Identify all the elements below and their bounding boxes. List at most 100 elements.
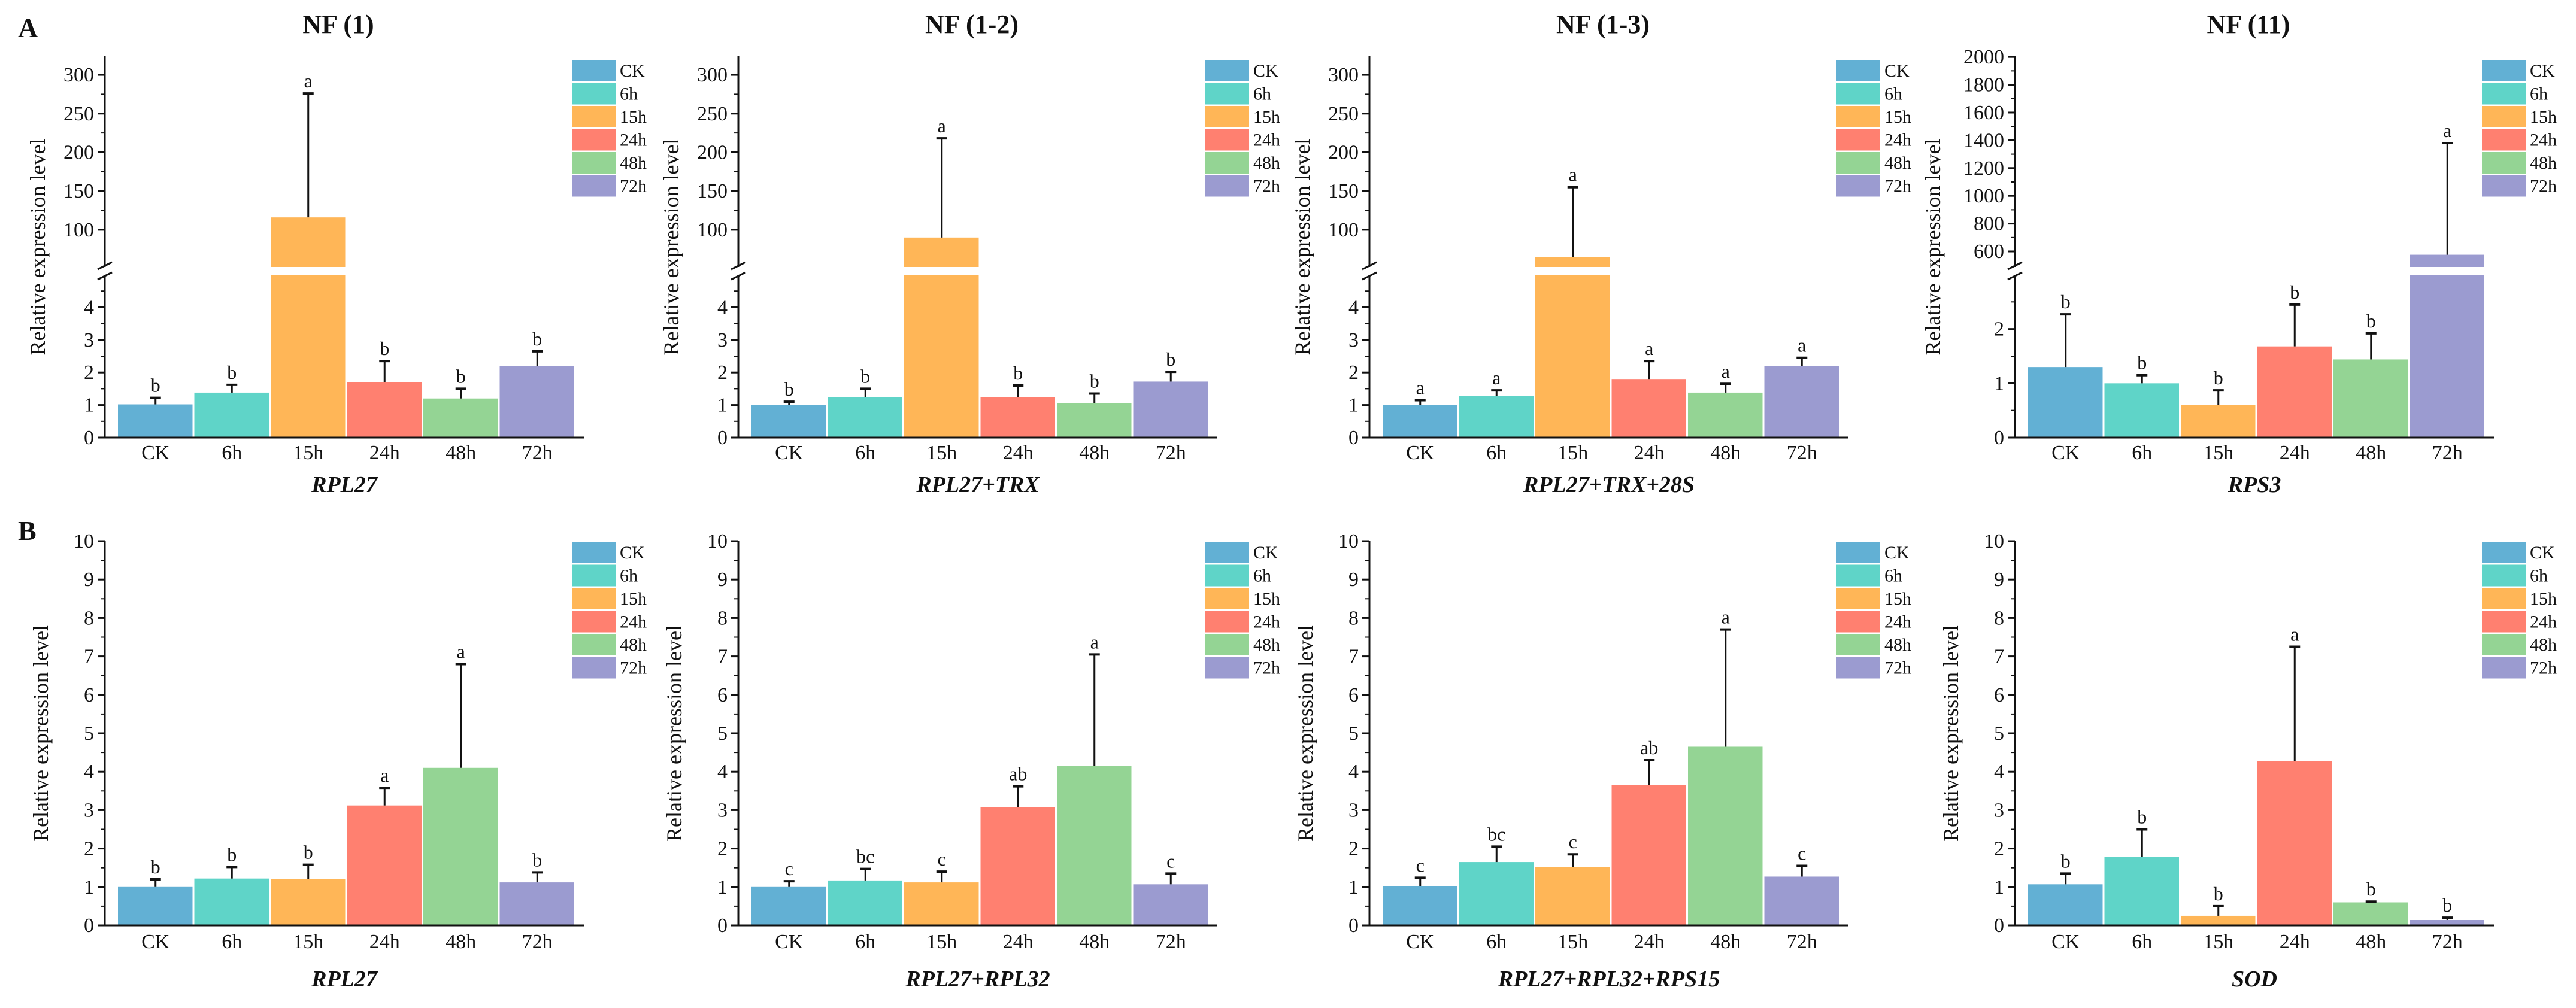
legend-swatch-15h	[572, 588, 616, 609]
legend-swatch-6h	[572, 83, 616, 105]
x-tick-label: CK	[775, 442, 804, 464]
legend-label: 72h	[1884, 658, 1911, 678]
y-tick-label: 4	[1348, 296, 1359, 318]
y-tick-label: 5	[1994, 722, 2004, 745]
y-tick-label: 6	[717, 684, 728, 706]
y-tick-label: 1	[717, 876, 728, 898]
bar-48h	[423, 767, 498, 925]
x-tick-label: 24h	[369, 931, 400, 953]
legend-swatch-24h	[572, 129, 616, 151]
bar-24h	[980, 807, 1055, 925]
legend-label: 48h	[620, 635, 647, 655]
legend-swatch-CK	[1836, 542, 1880, 563]
y-tick-label: 0	[1994, 915, 2004, 937]
bar-6h	[828, 880, 902, 925]
bar-6h	[2104, 383, 2179, 438]
y-axis-label: Relative expression level	[1921, 139, 1945, 356]
y-tick-label: 6	[84, 684, 94, 706]
axis-break-gap	[106, 267, 585, 275]
legend-label: 72h	[1253, 658, 1280, 678]
y-tick-label: 100	[1328, 219, 1359, 241]
significance-letter: b	[227, 843, 237, 865]
significance-letter: c	[1798, 842, 1806, 864]
legend-swatch-CK	[1205, 542, 1249, 563]
y-tick-label: 5	[84, 722, 94, 745]
x-tick-label: 24h	[1003, 931, 1034, 953]
x-tick-label: 48h	[1079, 442, 1110, 464]
x-tick-label: 24h	[1634, 931, 1665, 953]
significance-letter: bc	[1487, 823, 1505, 845]
y-tick-label: 5	[717, 722, 728, 745]
x-tick-label: 15h	[2203, 931, 2233, 953]
legend-swatch-24h	[1205, 129, 1249, 151]
legend-swatch-24h	[2482, 129, 2526, 151]
significance-letter: b	[2290, 281, 2299, 303]
legend-label: 6h	[1253, 566, 1271, 586]
gene-label: RPL27+RPL32	[905, 967, 1050, 992]
panel-title: NF (1-2)	[925, 10, 1019, 39]
legend-swatch-6h	[1205, 564, 1249, 587]
x-tick-label: 72h	[2432, 442, 2463, 464]
legend-swatch-6h	[2482, 83, 2526, 105]
x-tick-label: 48h	[1710, 931, 1741, 953]
x-tick-label: 72h	[522, 931, 553, 953]
legend-swatch-48h	[2482, 152, 2526, 174]
legend-swatch-CK	[572, 60, 616, 81]
x-tick-label: 15h	[1557, 931, 1588, 953]
section-label-a: A	[18, 13, 38, 43]
y-tick-label: 0	[84, 427, 94, 449]
legend-swatch-6h	[1205, 83, 1249, 105]
y-tick-label: 0	[84, 915, 94, 937]
significance-letter: b	[456, 365, 466, 387]
x-tick-label: 24h	[2280, 931, 2310, 953]
y-axis-label: Relative expression level	[26, 139, 50, 356]
significance-letter: b	[380, 338, 389, 359]
y-tick-label: 300	[1328, 64, 1359, 86]
axis-break-gap	[1371, 267, 1850, 275]
significance-letter: c	[785, 858, 793, 879]
legend-swatch-CK	[2482, 542, 2526, 563]
legend-swatch-72h	[1205, 175, 1249, 197]
chart-panel-5: b CK b 6h b 15h a 24h a 48h b 72h 0 1 2 3 4 5 6 7 8 9 10 Relati…	[29, 530, 647, 992]
legend-swatch-72h	[2482, 657, 2526, 679]
legend-swatch-24h	[1205, 611, 1249, 633]
axis-break-mark	[1362, 261, 1377, 271]
legend-swatch-48h	[1836, 152, 1880, 174]
legend-label: 15h	[1253, 107, 1280, 127]
y-tick-label: 4	[84, 761, 94, 783]
gene-label: RPL27	[311, 967, 378, 992]
legend-swatch-48h	[1205, 152, 1249, 174]
y-tick-label: 150	[63, 180, 94, 202]
bar-48h	[1688, 392, 1763, 438]
legend-label: 48h	[1253, 635, 1280, 655]
bar-CK	[118, 886, 193, 925]
significance-letter: ab	[1009, 763, 1027, 785]
legend-label: 15h	[1884, 107, 1911, 127]
significance-letter: b	[2366, 310, 2376, 332]
y-tick-label: 1	[84, 876, 94, 898]
y-tick-label: 3	[1348, 329, 1359, 351]
bar-48h	[2333, 902, 2408, 925]
y-tick-label: 9	[717, 569, 728, 591]
legend-label: 6h	[2530, 84, 2548, 104]
significance-letter: b	[1013, 362, 1023, 384]
y-tick-label: 2	[84, 838, 94, 860]
legend-label: CK	[2530, 61, 2555, 81]
y-tick-label: 200	[697, 141, 728, 163]
y-tick-label: 1	[1348, 876, 1359, 898]
y-tick-label: 3	[1994, 799, 2004, 821]
legend-label: 15h	[620, 107, 647, 127]
bar-48h	[423, 398, 498, 438]
legend-label: 72h	[620, 658, 647, 678]
legend-swatch-CK	[1205, 60, 1249, 81]
bar-CK	[1383, 886, 1457, 925]
x-tick-label: CK	[2051, 931, 2080, 953]
significance-letter: b	[151, 375, 160, 396]
x-tick-label: 48h	[446, 931, 476, 953]
legend-swatch-48h	[572, 634, 616, 655]
y-tick-label: 10	[1338, 530, 1359, 552]
y-tick-label: 1200	[1963, 157, 2004, 180]
legend-swatch-15h	[1205, 588, 1249, 609]
y-tick-label: 7	[717, 646, 728, 668]
legend-label: 72h	[620, 177, 647, 196]
